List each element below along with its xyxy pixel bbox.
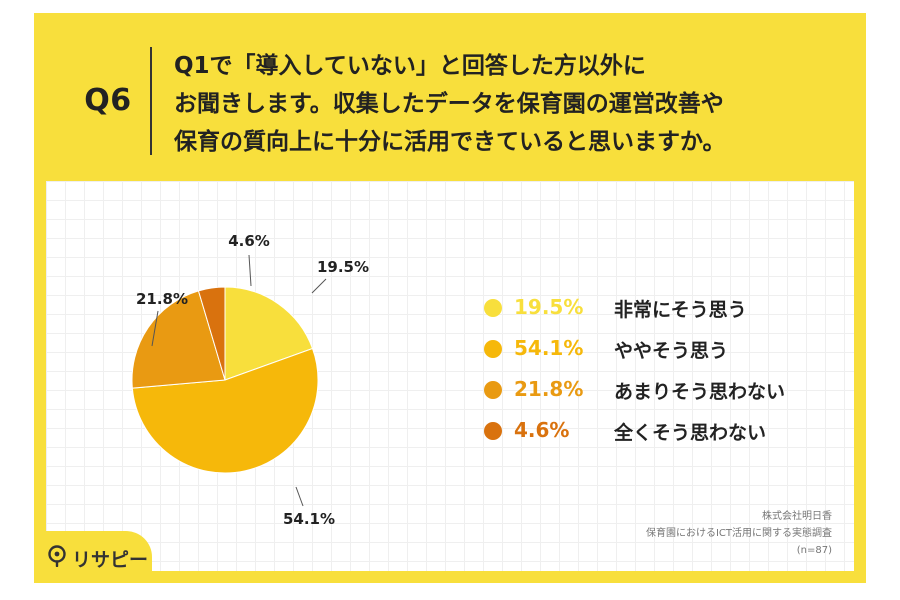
source-note: 株式会社明日香 保育園におけるICT活用に関する実態調査 (n=87) — [646, 508, 832, 559]
legend-value: 54.1% — [514, 336, 584, 360]
header-divider — [150, 47, 152, 155]
slice-label: 21.8% — [136, 290, 188, 308]
legend-item: 19.5% 非常にそう思う — [484, 293, 824, 323]
chart-panel: 19.5% 54.1% 21.8% 4.6% 19.5% 非常にそう思う 54.1% … — [46, 181, 854, 571]
legend-swatch — [484, 340, 502, 358]
rissapi-logo-icon — [48, 545, 66, 567]
source-sample: (n=87) — [796, 545, 832, 556]
pie-slice — [197, 286, 226, 381]
slice-label: 19.5% — [317, 258, 369, 276]
legend-item: 54.1% ややそう思う — [484, 334, 824, 364]
legend-value: 21.8% — [514, 377, 584, 401]
brand-logo: リサピー — [34, 531, 152, 583]
question-line-3: 保育の質向上に十分に活用できていると思いますか。 — [174, 129, 726, 155]
legend-label: 非常にそう思う — [614, 299, 747, 321]
legend-value: 19.5% — [514, 295, 584, 319]
question-number: Q6 — [84, 83, 132, 118]
logo-text: リサピー — [72, 549, 149, 571]
pie-chart: 19.5% 54.1% 21.8% 4.6% — [131, 232, 369, 528]
legend-label: あまりそう思わない — [614, 381, 786, 403]
legend-swatch — [484, 299, 502, 317]
leader-line — [248, 254, 252, 287]
legend-swatch — [484, 422, 502, 440]
slice-label: 4.6% — [228, 232, 270, 250]
legend-label: 全くそう思わない — [614, 422, 767, 444]
question-text: Q1で「導入していない」と回答した方以外に お聞きします。収集したデータを保育園… — [174, 47, 834, 161]
legend-value: 4.6% — [514, 418, 570, 442]
pie-slice — [131, 347, 319, 474]
pie-slice — [224, 286, 314, 381]
leader-line — [151, 310, 159, 347]
slice-label: 54.1% — [283, 510, 335, 528]
pie-slice — [131, 290, 226, 389]
question-header: Q6 Q1で「導入していない」と回答した方以外に お聞きします。収集したデータを… — [34, 13, 866, 181]
question-line-1: Q1で「導入していない」と回答した方以外に — [174, 53, 646, 79]
source-company: 株式会社明日香 — [762, 511, 832, 522]
leader-line — [311, 278, 327, 294]
source-survey: 保育園におけるICT活用に関する実態調査 — [645, 528, 832, 539]
legend-label: ややそう思う — [614, 340, 729, 362]
legend-item: 4.6% 全くそう思わない — [484, 416, 824, 446]
legend-swatch — [484, 381, 502, 399]
leader-line — [295, 486, 304, 507]
legend-item: 21.8% あまりそう思わない — [484, 375, 824, 405]
card-frame: Q6 Q1で「導入していない」と回答した方以外に お聞きします。収集したデータを… — [34, 13, 866, 583]
question-line-2: お聞きします。収集したデータを保育園の運営改善や — [174, 91, 724, 117]
